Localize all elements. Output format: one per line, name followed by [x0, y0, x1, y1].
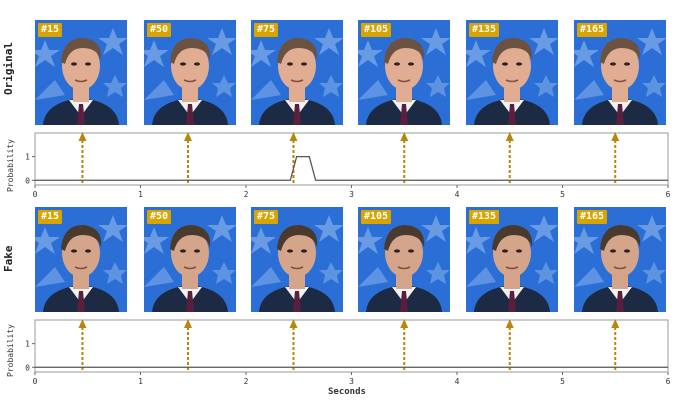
- frame-marker-arrow-head: [78, 132, 87, 141]
- original-frame-badge: #50: [147, 23, 172, 37]
- fake-frame-1: #15: [35, 207, 127, 312]
- fake-frame-badge: #135: [469, 210, 500, 224]
- fake-frame-badge: #15: [38, 210, 63, 224]
- probability-plot-fake: 0 1 0 1 2 3 4 5 6: [25, 319, 671, 386]
- fake-face-image: [251, 207, 343, 312]
- original-face-image: [358, 20, 450, 125]
- y-tick-label: 1: [25, 153, 30, 162]
- original-frame-badge: #105: [361, 23, 392, 37]
- fake-face-image: [144, 207, 236, 312]
- x-tick-label: 2: [244, 377, 249, 386]
- original-face-image: [251, 20, 343, 125]
- fake-frame-badge: #75: [254, 210, 279, 224]
- original-face-image: [144, 20, 236, 125]
- frame-marker-arrow-head: [183, 132, 192, 141]
- x-tick-label: 0: [33, 377, 38, 386]
- original-frame-2: #50: [144, 20, 236, 125]
- original-row-label: Original: [2, 42, 15, 95]
- original-frame-badge: #135: [469, 23, 500, 37]
- original-frame-badge: #75: [254, 23, 279, 37]
- fake-frame-badge: #105: [361, 210, 392, 224]
- plot-frame: [34, 132, 669, 186]
- probability-plot-original: 0 1 0 1 2 3 4 5 6: [25, 132, 671, 199]
- y-tick-label: 0: [25, 176, 30, 185]
- x-tick-label: 6: [666, 377, 671, 386]
- plot-2-xlabel: Seconds: [328, 387, 366, 397]
- x-tick-label: 0: [33, 190, 38, 199]
- original-frame-badge: #15: [38, 23, 63, 37]
- plot-2-ylabel: Probability: [6, 324, 15, 377]
- y-tick-label: 0: [25, 363, 30, 372]
- original-face-image: [466, 20, 558, 125]
- original-frame-5: #135: [466, 20, 558, 125]
- fake-face-image: [35, 207, 127, 312]
- x-tick-label: 4: [455, 190, 460, 199]
- frame-marker-arrow-head: [183, 319, 192, 328]
- frame-marker-arrow-head: [611, 132, 620, 141]
- original-frame-1: #15: [35, 20, 127, 125]
- frame-marker-arrow-head: [505, 132, 514, 141]
- frame-marker-arrow-head: [289, 319, 298, 328]
- original-face-image: [35, 20, 127, 125]
- frame-marker-arrow-head: [611, 319, 620, 328]
- x-tick-label: 4: [455, 377, 460, 386]
- original-face-image: [574, 20, 666, 125]
- x-tick-label: 3: [349, 190, 354, 199]
- frame-marker-arrow-head: [289, 132, 298, 141]
- fake-frame-6: #165: [574, 207, 666, 312]
- x-tick-label: 1: [138, 190, 143, 199]
- fake-frame-badge: #165: [577, 210, 608, 224]
- frame-marker-arrow-head: [505, 319, 514, 328]
- x-tick-label: 5: [560, 377, 565, 386]
- original-frame-3: #75: [251, 20, 343, 125]
- fake-face-image: [358, 207, 450, 312]
- fake-frame-2: #50: [144, 207, 236, 312]
- fake-frame-3: #75: [251, 207, 343, 312]
- original-frame-4: #105: [358, 20, 450, 125]
- original-frame-6: #165: [574, 20, 666, 125]
- probability-line: [35, 155, 668, 181]
- fake-frame-4: #105: [358, 207, 450, 312]
- x-tick-label: 3: [349, 377, 354, 386]
- x-tick-label: 5: [560, 190, 565, 199]
- original-frame-badge: #165: [577, 23, 608, 37]
- x-tick-label: 1: [138, 377, 143, 386]
- frame-marker-arrow-head: [400, 319, 409, 328]
- plot-frame: [34, 319, 669, 373]
- fake-row-label: Fake: [2, 245, 15, 273]
- fake-face-image: [574, 207, 666, 312]
- frame-marker-arrow-head: [78, 319, 87, 328]
- fake-face-image: [466, 207, 558, 312]
- fake-frame-badge: #50: [147, 210, 172, 224]
- frame-marker-arrow-head: [400, 132, 409, 141]
- x-tick-label: 6: [666, 190, 671, 199]
- y-tick-label: 1: [25, 340, 30, 349]
- plot-1-ylabel: Probability: [6, 139, 15, 192]
- fake-frame-5: #135: [466, 207, 558, 312]
- x-tick-label: 2: [244, 190, 249, 199]
